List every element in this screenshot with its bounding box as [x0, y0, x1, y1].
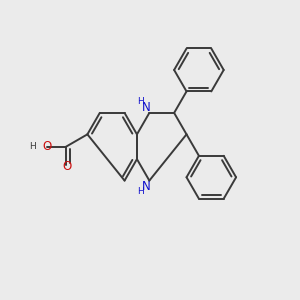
- Text: H: H: [30, 142, 36, 151]
- Text: N: N: [142, 180, 151, 193]
- Text: O: O: [42, 140, 51, 153]
- Text: O: O: [62, 160, 71, 173]
- Text: N: N: [142, 100, 151, 113]
- Text: H: H: [137, 97, 144, 106]
- Text: H: H: [137, 187, 144, 196]
